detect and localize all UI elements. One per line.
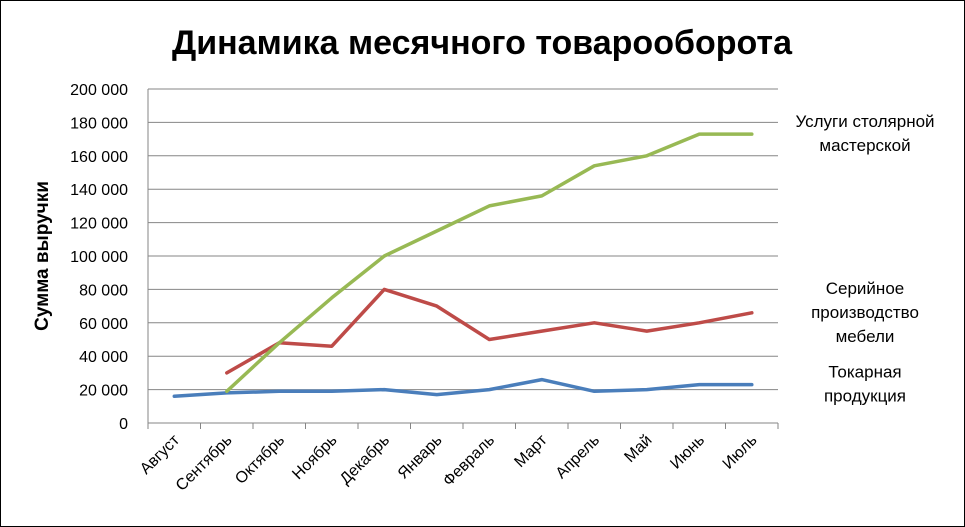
y-tick-label: 100 000 <box>70 249 128 266</box>
legend-label-line: мебели <box>836 327 895 346</box>
x-tick-label: Август <box>137 431 184 478</box>
y-axis-label: Сумма выручки <box>32 181 53 331</box>
y-tick-labels: 0 20 000 40 000 60 000 80 000 100 000 120 000 1… <box>70 82 128 433</box>
legend-label-line: Серийное <box>826 279 904 298</box>
x-tick-label: Март <box>511 431 551 471</box>
series-line-3 <box>225 132 754 394</box>
x-tick-label: Ноябрь <box>289 432 340 483</box>
series-line-1 <box>172 377 754 399</box>
y-tick-label: 180 000 <box>70 115 128 132</box>
x-tick-label: Сентябрь <box>173 432 236 495</box>
legend-label-line: Токарная <box>828 363 901 382</box>
y-tick-label: 0 <box>119 416 128 433</box>
series-line-2 <box>225 287 754 375</box>
legend-label-line: производство <box>811 303 919 322</box>
x-tick-label: Декабрь <box>337 432 393 488</box>
y-tick-label: 40 000 <box>79 349 128 366</box>
y-tick-label: 20 000 <box>79 383 128 400</box>
series-lines <box>172 132 754 399</box>
y-tick-label: 200 000 <box>70 82 128 99</box>
x-tick-label: Февраль <box>440 432 498 490</box>
chart-title: Динамика месячного товарооборота <box>172 24 793 62</box>
legend-label-line: продукция <box>824 387 906 406</box>
x-tick-label: Апрель <box>553 432 603 482</box>
legend-entry-2: Серийное производство мебели <box>811 279 919 346</box>
y-tick-label: 60 000 <box>79 316 128 333</box>
y-tick-label: 80 000 <box>79 282 128 299</box>
legend-label-line: мастерской <box>819 136 910 155</box>
legend-label-line: Услуги столярной <box>795 112 934 131</box>
x-tick-label: Июнь <box>667 432 708 473</box>
y-tick-label: 160 000 <box>70 149 128 166</box>
x-tick-label: Май <box>621 432 655 466</box>
x-tick-label: Октябрь <box>232 432 288 488</box>
legend: Услуги столярной мастерской Серийное произв… <box>795 112 934 406</box>
y-tick-label: 120 000 <box>70 216 128 233</box>
legend-entry-1: Токарная продукция <box>824 363 906 406</box>
x-tick-label: Июль <box>720 432 761 473</box>
y-tick-label: 140 000 <box>70 182 128 199</box>
legend-entry-3: Услуги столярной мастерской <box>795 112 934 155</box>
x-tick-label: Январь <box>395 432 446 483</box>
